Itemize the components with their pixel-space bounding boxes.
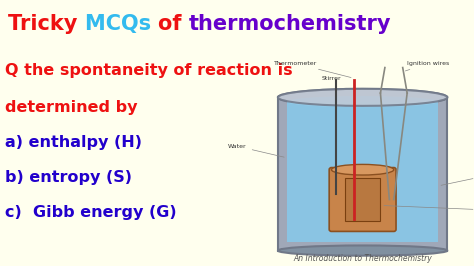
Text: c)  Gibb energy (G): c) Gibb energy (G) [5,205,177,220]
Ellipse shape [287,96,438,107]
Text: Thermometer: Thermometer [273,61,351,77]
Text: Tricky: Tricky [8,14,85,34]
Ellipse shape [278,89,447,106]
Text: Q the spontaneity of reaction is: Q the spontaneity of reaction is [5,63,293,78]
Ellipse shape [278,246,447,256]
Text: thermochemistry: thermochemistry [189,14,391,34]
Ellipse shape [278,89,447,106]
FancyBboxPatch shape [345,178,381,221]
FancyBboxPatch shape [287,102,438,242]
Text: a) enthalpy (H): a) enthalpy (H) [5,135,142,150]
Text: determined by: determined by [5,100,138,115]
Text: of: of [158,14,189,34]
Text: An Introduction to Thermochemistry: An Introduction to Thermochemistry [293,253,432,263]
Text: Oxygen
atmosphere: Oxygen atmosphere [441,169,474,185]
FancyBboxPatch shape [278,97,447,251]
FancyBboxPatch shape [329,168,396,231]
Text: Ignition wires: Ignition wires [405,61,449,71]
Text: MCQs: MCQs [85,14,158,34]
Text: Sample in
cup: Sample in cup [384,205,474,215]
Text: Water: Water [228,144,284,157]
Text: Stirrer: Stirrer [321,76,341,81]
Text: b) entropy (S): b) entropy (S) [5,170,132,185]
Ellipse shape [331,164,394,175]
